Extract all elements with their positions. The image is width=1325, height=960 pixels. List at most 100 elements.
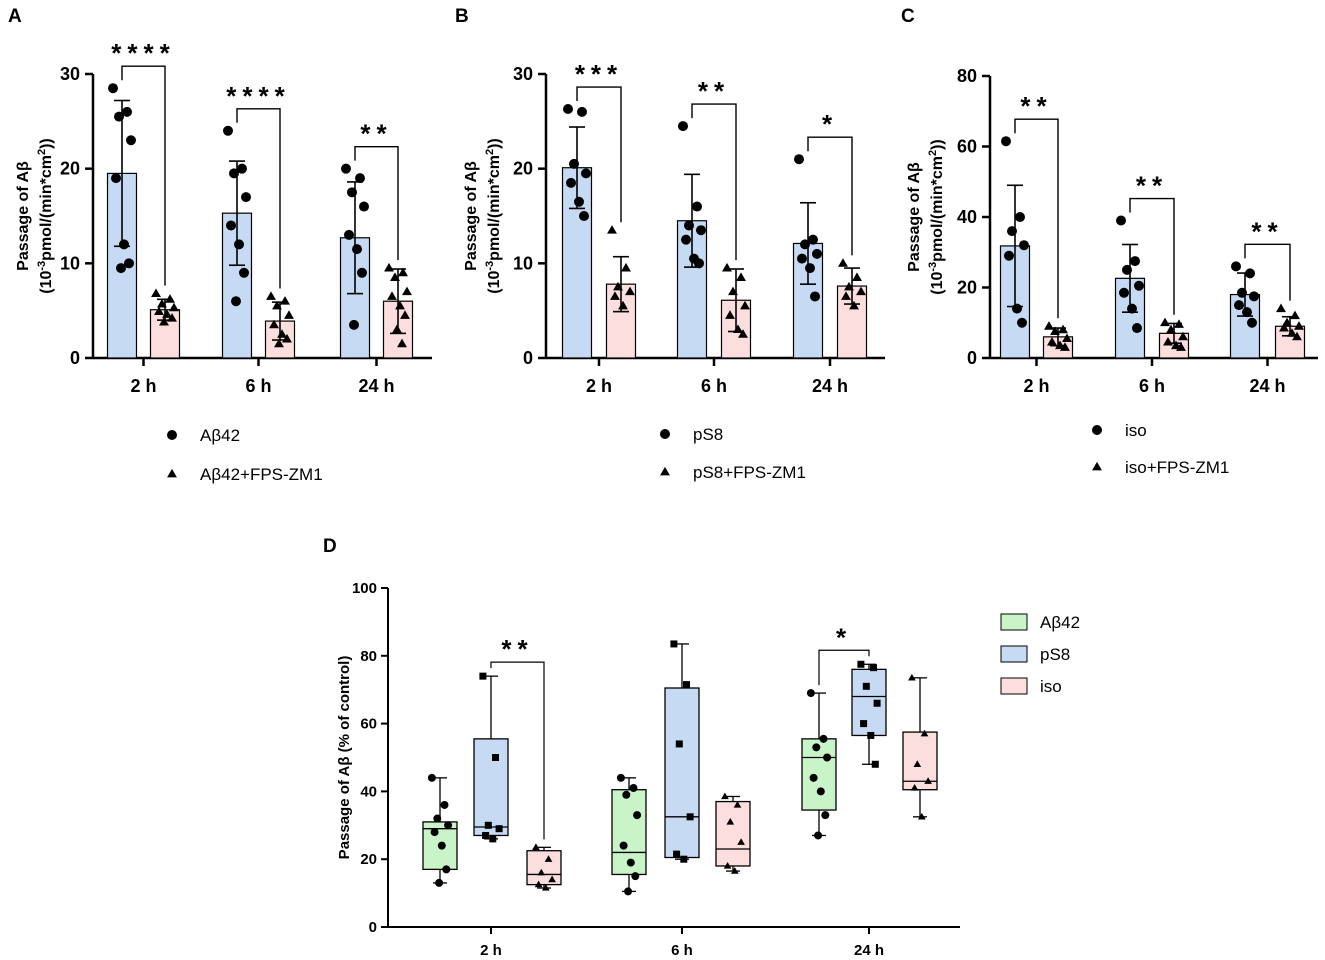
significance-bracket bbox=[576, 86, 622, 223]
data-point bbox=[1160, 317, 1170, 327]
x-tick-label: 6 h bbox=[245, 376, 271, 396]
data-point bbox=[1001, 136, 1011, 147]
data-point bbox=[870, 664, 877, 672]
data-point bbox=[154, 306, 164, 316]
y-tick-label: 30 bbox=[60, 64, 80, 84]
data-point bbox=[823, 753, 832, 762]
significance-bracket bbox=[354, 145, 399, 261]
data-point bbox=[1044, 321, 1054, 330]
y-tick-label: 0 bbox=[70, 348, 80, 368]
data-point bbox=[284, 310, 294, 319]
data-point bbox=[626, 858, 635, 867]
y-axis-label: Passage of Aβ (% of control) bbox=[336, 656, 353, 860]
data-point bbox=[440, 800, 449, 809]
legend-label: iso bbox=[1125, 421, 1147, 440]
data-point bbox=[566, 177, 576, 188]
data-point bbox=[871, 760, 879, 768]
data-point bbox=[819, 734, 828, 743]
data-point bbox=[625, 286, 635, 296]
data-point bbox=[544, 855, 553, 862]
y-axis-label: Passage of Aβ bbox=[463, 161, 480, 271]
x-tick-label: 6 h bbox=[701, 376, 727, 396]
y-tick-label: 20 bbox=[60, 159, 80, 179]
data-point bbox=[1292, 331, 1302, 341]
x-tick-label: 24 h bbox=[854, 942, 884, 959]
box bbox=[801, 738, 837, 811]
data-point bbox=[274, 338, 284, 348]
y-tick-label: 40 bbox=[957, 207, 977, 227]
y-axis-label-part: 2 bbox=[927, 150, 939, 156]
data-point bbox=[1127, 303, 1137, 314]
data-point bbox=[616, 773, 625, 782]
box bbox=[851, 668, 887, 737]
data-point bbox=[266, 291, 276, 300]
data-point bbox=[740, 300, 750, 310]
significance-bracket bbox=[121, 65, 166, 286]
data-point bbox=[229, 168, 239, 179]
data-point bbox=[1290, 310, 1300, 320]
data-point bbox=[1122, 264, 1132, 275]
significance-label: ** bbox=[360, 119, 392, 149]
y-axis-label-part: )) bbox=[486, 138, 503, 149]
data-point bbox=[1119, 287, 1129, 298]
data-point bbox=[231, 296, 241, 307]
data-point bbox=[849, 300, 859, 310]
y-tick-label: 10 bbox=[513, 253, 533, 273]
data-point bbox=[812, 248, 822, 259]
data-point bbox=[577, 106, 587, 117]
data-point bbox=[442, 865, 451, 874]
y-tick-label: 20 bbox=[513, 159, 533, 179]
data-point bbox=[159, 316, 169, 326]
data-point bbox=[1237, 287, 1247, 298]
data-point bbox=[806, 689, 815, 698]
data-point bbox=[347, 187, 357, 198]
data-point bbox=[1060, 342, 1070, 351]
data-point bbox=[355, 173, 365, 184]
significance-bracket bbox=[807, 136, 853, 256]
data-point bbox=[670, 640, 678, 648]
panel-d: D Passage of Aβ (% of control) 0 20 40 60 80 10… bbox=[323, 536, 1080, 959]
data-point bbox=[1276, 303, 1286, 313]
y-axis-label-part: pmol/(min*cm bbox=[38, 155, 55, 261]
legend-label: iso bbox=[1040, 677, 1062, 696]
data-point bbox=[437, 841, 446, 850]
data-point bbox=[444, 821, 453, 830]
data-point bbox=[541, 884, 550, 891]
data-point bbox=[126, 135, 136, 146]
data-point bbox=[277, 329, 287, 338]
significance-label: **** bbox=[111, 38, 175, 68]
legend-marker bbox=[167, 468, 177, 478]
y-axis-label: Passage of Aβ bbox=[15, 161, 32, 271]
legend-label: Aβ42+FPS-ZM1 bbox=[200, 465, 323, 484]
data-point bbox=[398, 267, 408, 277]
data-point bbox=[344, 229, 354, 240]
legend-marker bbox=[1092, 461, 1102, 471]
data-point bbox=[694, 258, 704, 269]
data-point bbox=[852, 272, 862, 281]
data-point bbox=[624, 887, 633, 896]
data-point bbox=[1166, 324, 1176, 334]
y-axis-label-part: (10 bbox=[486, 271, 503, 294]
data-point bbox=[226, 220, 236, 231]
y-tick-label: 10 bbox=[60, 253, 80, 273]
y-axis-label-part: 2 bbox=[484, 149, 496, 155]
data-point bbox=[534, 880, 543, 888]
data-point bbox=[619, 841, 628, 850]
data-point bbox=[563, 104, 573, 115]
significance-bracket bbox=[1129, 197, 1175, 315]
significance-bracket bbox=[236, 108, 281, 289]
data-point bbox=[692, 201, 702, 212]
y-axis-label-part: -3 bbox=[484, 261, 496, 271]
data-point bbox=[165, 294, 175, 303]
data-point bbox=[427, 773, 436, 782]
data-point bbox=[860, 720, 868, 728]
data-point bbox=[686, 813, 694, 821]
data-point bbox=[812, 743, 821, 752]
data-point bbox=[675, 740, 683, 748]
data-point bbox=[723, 861, 732, 869]
y-axis-label: Passage of Aβ bbox=[906, 162, 923, 272]
panel-letter: B bbox=[455, 6, 469, 27]
data-point bbox=[492, 754, 499, 761]
data-point bbox=[910, 784, 919, 791]
data-point bbox=[1007, 226, 1017, 237]
